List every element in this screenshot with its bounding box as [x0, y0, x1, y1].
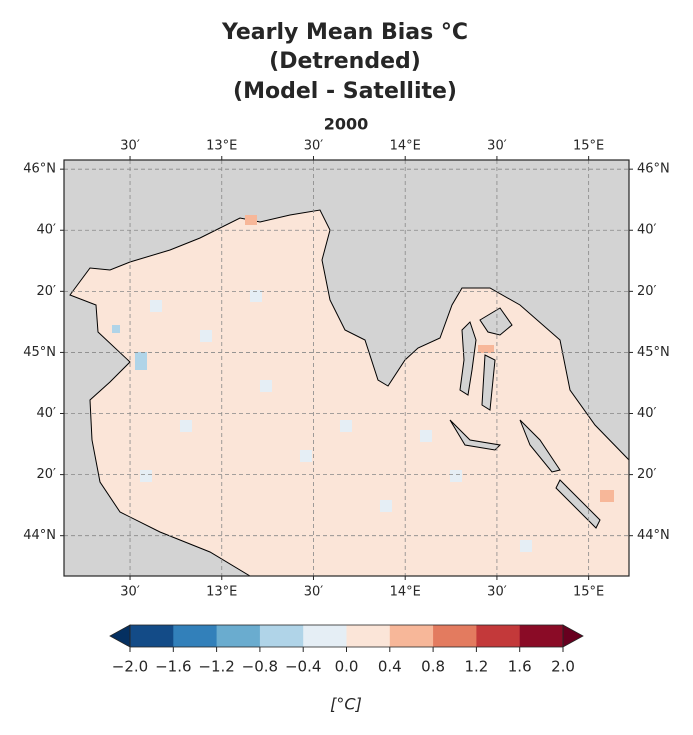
y-tick-label: 45°N	[637, 345, 670, 360]
warm-patch	[245, 215, 257, 225]
y-tick-label: 20′	[637, 284, 657, 299]
y-tick-label: 44°N	[23, 528, 56, 543]
y-tick-label: 40′	[637, 223, 657, 238]
title-line: (Detrended)	[269, 49, 421, 74]
cool-patch	[112, 325, 120, 333]
title-line: (Model - Satellite)	[233, 79, 457, 104]
colorbar-bin	[433, 625, 477, 647]
x-tick-label: 14°E	[390, 585, 421, 600]
x-tick-label: 30′	[304, 585, 324, 600]
warm-patch	[478, 345, 494, 353]
y-tick-label: 46°N	[637, 162, 670, 177]
colorbar-bin	[476, 625, 521, 647]
islands	[449, 307, 601, 529]
colorbar-tick-label: −0.4	[285, 658, 321, 676]
y-tick-label: 46°N	[23, 162, 56, 177]
y-tick-label: 40′	[637, 406, 657, 421]
x-tick-label: 14°E	[390, 139, 421, 154]
title-line: Yearly Mean Bias °C	[221, 20, 468, 45]
colorbar-bin	[173, 625, 218, 647]
colorbar-bin	[303, 625, 347, 647]
colorbar-tick-label: 0.8	[421, 658, 445, 676]
y-tick-label: 45°N	[23, 345, 56, 360]
y-tick-label: 44°N	[637, 528, 670, 543]
colorbar: −2.0 −1.6 −1.2 −0.8 −0.4 0.0 0.4 0.8 1.2 1.6 2.0	[109, 624, 584, 676]
map-frame	[63, 159, 630, 577]
x-tick-label: 30′	[120, 585, 140, 600]
x-tick-label: 15°E	[573, 139, 604, 154]
y-tick-label: 40′	[37, 406, 57, 421]
colorbar-tick-label: −1.6	[155, 658, 191, 676]
cool-patch	[135, 352, 147, 370]
colorbar-tick-label: −1.2	[198, 658, 234, 676]
y-tick-label: 20′	[37, 467, 57, 482]
warm-patch	[600, 490, 614, 502]
colorbar-tick-label: 0.0	[335, 658, 359, 676]
colorbar-extend-under	[109, 624, 131, 648]
colorbar-tick-label: 2.0	[551, 658, 575, 676]
colorbar-tick-label: −2.0	[112, 658, 148, 676]
x-tick-label: 13°E	[206, 585, 237, 600]
x-tick-label: 13°E	[206, 139, 237, 154]
colorbar-tick-label: 1.6	[508, 658, 532, 676]
x-tick-label: 30′	[487, 585, 507, 600]
colorbar-bin	[346, 625, 391, 647]
subtitle: 2000	[324, 115, 369, 134]
colorbar-tick-label: −0.8	[242, 658, 278, 676]
map	[63, 159, 630, 577]
x-tick-label: 30′	[120, 139, 140, 154]
colorbar-bin	[130, 625, 174, 647]
y-tick-label: 20′	[37, 284, 57, 299]
y-tick-label: 40′	[37, 223, 57, 238]
x-tick-label: 30′	[304, 139, 324, 154]
x-tick-label: 15°E	[573, 585, 604, 600]
colorbar-tick-label: 0.4	[378, 658, 402, 676]
colorbar-extend-over	[562, 624, 584, 648]
colorbar-tick-label: 1.2	[464, 658, 488, 676]
colorbar-label: [°C]	[330, 695, 362, 714]
colorbar-bin	[389, 625, 434, 647]
cool-patches	[140, 290, 532, 552]
colorbar-bin	[259, 625, 304, 647]
colorbar-bin	[519, 625, 564, 647]
y-tick-label: 20′	[637, 467, 657, 482]
x-tick-label: 30′	[487, 139, 507, 154]
colorbar-bin	[216, 625, 261, 647]
